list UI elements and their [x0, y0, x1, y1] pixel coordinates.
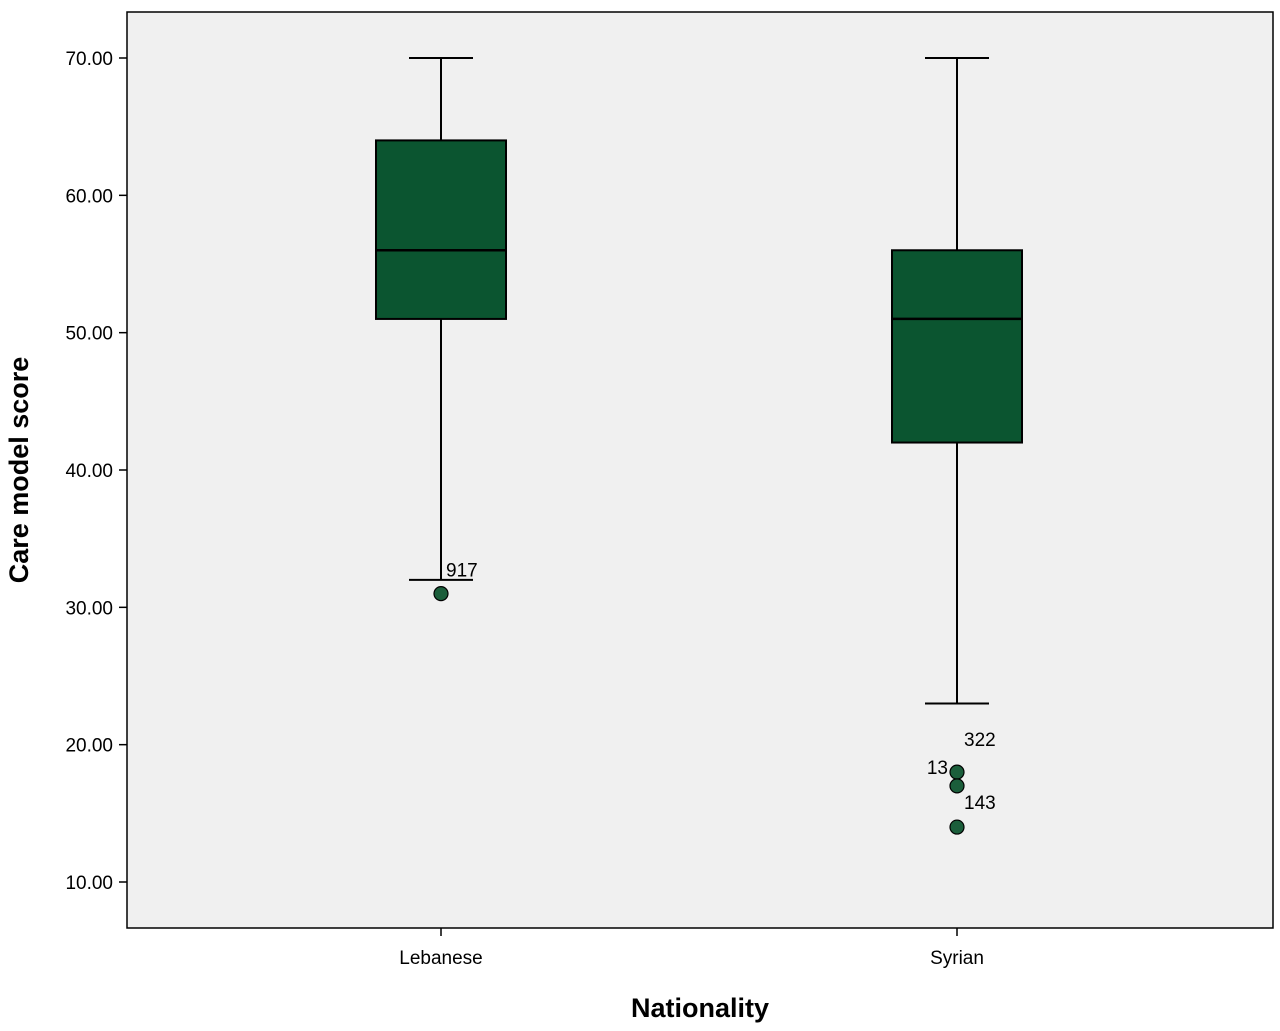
- y-tick-label: 60.00: [65, 186, 113, 207]
- iqr-box: [375, 139, 507, 320]
- y-tick-label: 20.00: [65, 736, 113, 757]
- y-axis-title: Care model score: [4, 357, 34, 584]
- y-tick-label: 50.00: [65, 324, 113, 345]
- outlier-point: [433, 585, 449, 602]
- x-tick-label: Lebanese: [399, 948, 482, 969]
- y-tick-label: 40.00: [65, 461, 113, 482]
- iqr-box: [891, 249, 1023, 444]
- outlier-label: 322: [964, 730, 996, 751]
- y-tick-label: 10.00: [65, 873, 113, 894]
- y-tick-label: 70.00: [65, 49, 113, 70]
- x-axis: Lebanese Syrian: [399, 928, 984, 969]
- box-lebanese: 917: [375, 57, 507, 602]
- y-axis: 10.00 20.00 30.00 40.00 50.00 60.00 70.00: [65, 49, 127, 894]
- x-tick-label: Syrian: [930, 948, 984, 969]
- y-tick-label: 30.00: [65, 598, 113, 619]
- outlier-label: 13: [927, 758, 948, 779]
- plot-area: [126, 11, 1274, 929]
- boxes: 917 322 13 143: [375, 57, 1023, 835]
- box-syrian: 322 13 143: [891, 57, 1023, 835]
- outlier-point: [949, 764, 965, 780]
- outlier-label: 143: [964, 793, 996, 814]
- outlier-point: [949, 819, 965, 835]
- outlier-label: 917: [446, 561, 478, 582]
- x-axis-title: Nationality: [631, 993, 769, 1023]
- outlier-point: [949, 778, 965, 794]
